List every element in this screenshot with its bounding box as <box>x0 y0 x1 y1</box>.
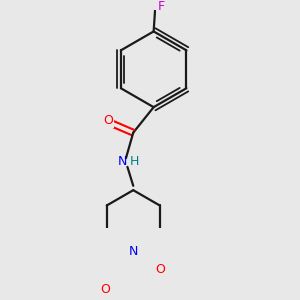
Text: H: H <box>130 155 140 168</box>
Text: O: O <box>103 114 113 127</box>
Text: N: N <box>129 245 138 258</box>
Text: F: F <box>158 0 164 13</box>
Text: O: O <box>100 284 110 296</box>
Text: N: N <box>118 155 127 168</box>
Text: O: O <box>155 263 165 276</box>
